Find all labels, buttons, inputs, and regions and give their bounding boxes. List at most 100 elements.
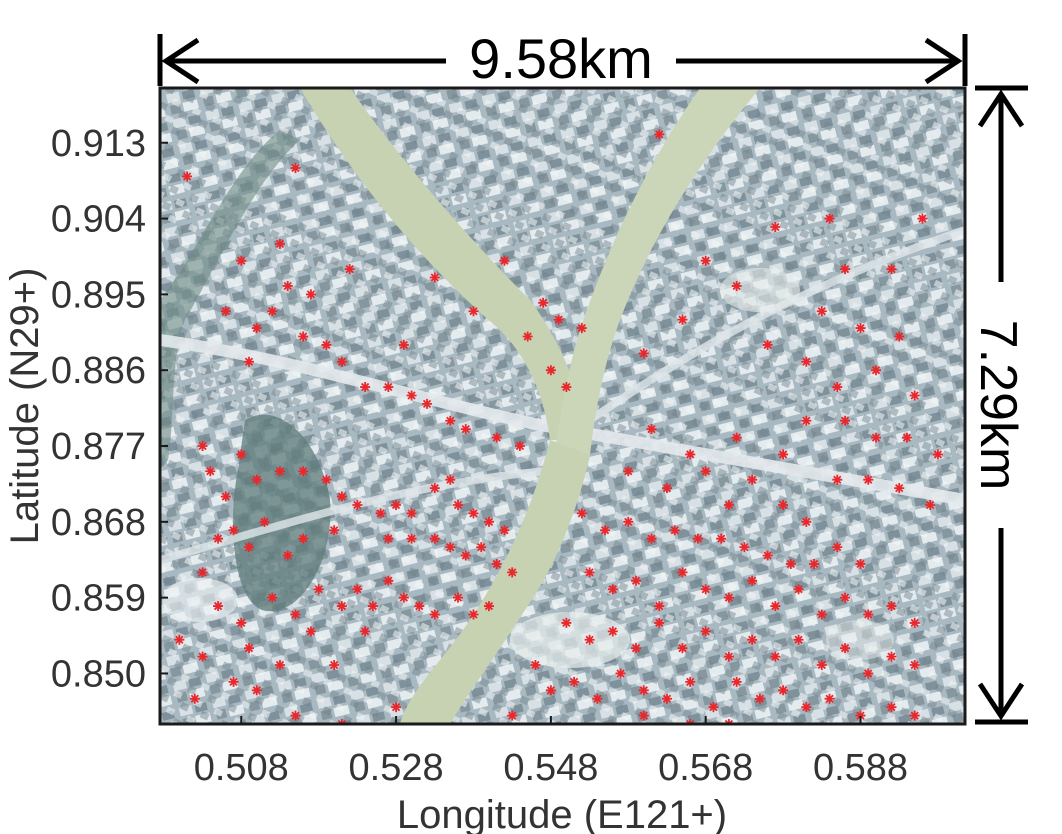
event-marker	[816, 660, 827, 671]
width-scale-label: 9.58km	[469, 27, 653, 90]
event-marker	[267, 592, 278, 603]
event-marker	[894, 331, 905, 342]
event-marker	[747, 575, 758, 586]
event-marker	[584, 634, 595, 645]
event-marker	[909, 390, 920, 401]
event-marker	[468, 508, 479, 519]
event-marker	[700, 584, 711, 595]
event-marker	[801, 516, 812, 527]
event-marker	[383, 382, 394, 393]
event-marker	[220, 491, 231, 502]
event-marker	[731, 432, 742, 443]
event-marker	[708, 702, 719, 713]
event-marker	[631, 643, 642, 654]
y-axis-label: Latitude (N29+)	[3, 268, 47, 545]
event-marker	[290, 609, 301, 620]
event-markers	[174, 129, 943, 724]
event-marker	[669, 525, 680, 536]
event-marker	[476, 542, 487, 553]
event-marker	[824, 693, 835, 704]
event-marker	[832, 542, 843, 553]
event-marker	[700, 255, 711, 266]
event-marker	[236, 449, 247, 460]
event-marker	[491, 558, 502, 569]
event-marker	[453, 499, 464, 510]
event-marker	[886, 264, 897, 275]
event-marker	[894, 483, 905, 494]
event-marker	[391, 702, 402, 713]
event-marker	[197, 441, 208, 452]
y-axis-ticks: 0.913 0.904 0.895 0.886 0.877 0.868 0.859 0.850	[51, 123, 168, 695]
event-marker	[925, 499, 936, 510]
event-marker	[383, 533, 394, 544]
event-marker	[863, 474, 874, 485]
event-marker	[290, 710, 301, 721]
event-marker	[453, 592, 464, 603]
event-marker	[213, 533, 224, 544]
event-marker	[189, 693, 200, 704]
event-marker	[855, 558, 866, 569]
event-marker	[801, 356, 812, 367]
event-marker	[677, 567, 688, 578]
event-marker	[220, 306, 231, 317]
event-marker	[545, 685, 556, 696]
event-marker	[213, 601, 224, 612]
event-marker	[754, 693, 765, 704]
event-marker	[329, 525, 340, 536]
event-marker	[685, 449, 696, 460]
event-marker	[360, 382, 371, 393]
x-tick-label: 0.508	[194, 747, 289, 789]
event-marker	[770, 221, 781, 232]
width-scale-bar: 9.58km	[157, 27, 968, 90]
event-marker	[654, 601, 665, 612]
event-marker	[801, 702, 812, 713]
river-east-branch	[555, 88, 760, 455]
event-marker	[801, 415, 812, 426]
satellite-image	[160, 88, 965, 724]
event-marker	[274, 660, 285, 671]
event-marker	[274, 238, 285, 249]
event-marker	[336, 491, 347, 502]
event-marker	[886, 601, 897, 612]
event-marker	[344, 264, 355, 275]
river-south	[400, 440, 590, 724]
event-marker	[863, 668, 874, 679]
event-marker	[251, 323, 262, 334]
event-marker	[522, 331, 533, 342]
event-marker	[661, 693, 672, 704]
event-marker	[197, 567, 208, 578]
event-marker	[654, 129, 665, 140]
y-tick-label: 0.895	[51, 274, 146, 316]
event-marker	[863, 609, 874, 620]
x-tick-label: 0.588	[813, 747, 908, 789]
event-marker	[538, 297, 549, 308]
event-marker	[228, 525, 239, 536]
y-tick-label: 0.886	[51, 350, 146, 392]
event-marker	[507, 710, 518, 721]
event-marker	[584, 567, 595, 578]
event-marker	[723, 651, 734, 662]
event-marker	[747, 474, 758, 485]
event-marker	[545, 365, 556, 376]
event-marker	[785, 558, 796, 569]
event-marker	[205, 466, 216, 477]
event-marker	[576, 508, 587, 519]
event-marker	[244, 643, 255, 654]
height-scale-top-arrowhead	[977, 89, 1025, 128]
event-marker	[468, 306, 479, 317]
event-marker	[623, 466, 634, 477]
plot-frame	[158, 86, 967, 726]
event-marker	[886, 651, 897, 662]
event-marker	[321, 474, 332, 485]
event-marker	[840, 264, 851, 275]
event-marker	[174, 634, 185, 645]
event-marker	[747, 634, 758, 645]
event-marker	[406, 533, 417, 544]
event-marker	[762, 550, 773, 561]
event-marker	[445, 415, 456, 426]
x-axis-ticks: 0.508 0.528 0.548 0.568 0.588	[194, 716, 908, 789]
event-marker	[383, 575, 394, 586]
event-marker	[631, 575, 642, 586]
event-marker	[305, 626, 316, 637]
event-marker	[483, 516, 494, 527]
